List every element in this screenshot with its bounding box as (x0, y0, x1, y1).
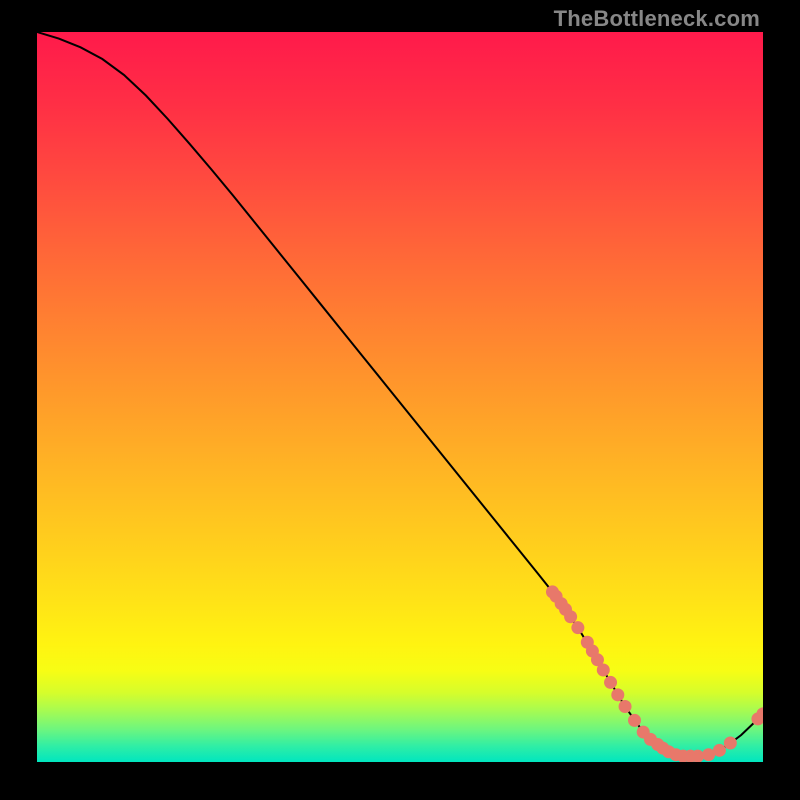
chart-svg (37, 32, 763, 762)
marker-point (611, 688, 624, 701)
marker-point (571, 621, 584, 634)
watermark-text: TheBottleneck.com (554, 6, 760, 32)
plot-area (37, 32, 763, 762)
marker-point (597, 664, 610, 677)
gradient-background (37, 32, 763, 762)
marker-point (628, 714, 641, 727)
marker-point (604, 676, 617, 689)
marker-point (724, 737, 737, 750)
chart-container: TheBottleneck.com (0, 0, 800, 800)
marker-point (713, 744, 726, 757)
marker-point (564, 610, 577, 623)
marker-point (619, 700, 632, 713)
